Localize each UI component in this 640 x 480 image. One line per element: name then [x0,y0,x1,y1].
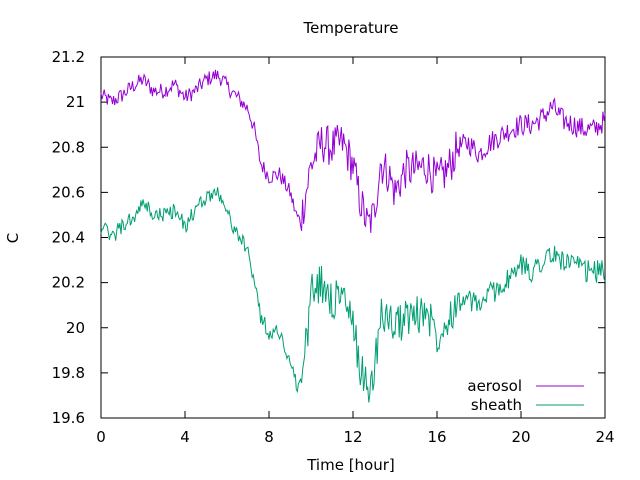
series-line-sheath [100,187,606,403]
y-tick-label: 20.8 [52,138,85,156]
y-tick-label: 20 [66,319,85,337]
y-tick-label: 21 [66,93,85,111]
y-tick-label: 20.6 [52,183,85,201]
legend-label-sheath: sheath [471,396,522,414]
series-line-aerosol [100,69,606,233]
y-tick-label: 21.2 [52,48,85,66]
data-series [100,69,606,403]
x-tick-label: 4 [180,428,190,446]
x-tick-label: 0 [96,428,106,446]
y-tick-label: 20.2 [52,274,85,292]
x-tick-label: 12 [343,428,362,446]
legend-label-aerosol: aerosol [467,377,522,395]
y-tick-label: 19.8 [52,364,85,382]
y-tick-label: 20.4 [52,229,85,247]
x-tick-label: 8 [264,428,274,446]
x-tick-label: 24 [595,428,614,446]
x-tick-label: 16 [427,428,446,446]
plot-frame [100,56,606,419]
y-tick-label: 19.6 [52,409,85,427]
chart-title: Temperature [302,19,398,37]
y-axis-label: C [4,233,22,243]
x-axis-label: Time [hour] [306,456,395,474]
x-tick-label: 20 [511,428,530,446]
axis-ticks: 0 4 8 12 16 20 24 19.6 19.8 20 20.2 20.4 20.6 20.8 21 2… [52,48,615,446]
